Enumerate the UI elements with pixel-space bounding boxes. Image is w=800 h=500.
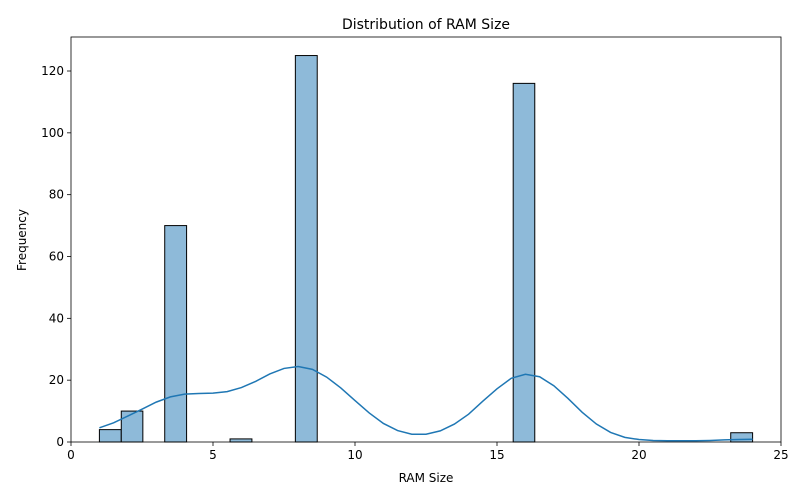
chart-title: Distribution of RAM Size xyxy=(342,17,510,33)
y-tick-label: 60 xyxy=(49,250,64,264)
x-tick-label: 20 xyxy=(631,448,646,462)
x-tick-label: 25 xyxy=(773,448,788,462)
x-axis-ticks: 0 5 10 15 20 25 xyxy=(67,442,789,462)
histogram-bar xyxy=(730,432,754,443)
y-axis-label: Frequency xyxy=(15,209,29,271)
y-tick-label: 80 xyxy=(49,188,64,202)
y-tick-label: 40 xyxy=(49,311,64,325)
x-axis-label: RAM Size xyxy=(399,471,454,485)
kde-curve xyxy=(99,365,753,442)
bars-group xyxy=(98,55,754,443)
y-tick-label: 120 xyxy=(41,64,64,78)
y-tick-label: 0 xyxy=(56,435,64,449)
x-tick-label: 5 xyxy=(209,448,217,462)
plot-frame xyxy=(70,36,782,443)
histogram-bar xyxy=(294,55,318,443)
x-tick-label: 10 xyxy=(347,448,362,462)
y-axis-ticks: 0 20 40 60 80 100 120 xyxy=(41,64,71,449)
histogram-bar xyxy=(512,82,536,443)
y-tick-label: 100 xyxy=(41,126,64,140)
histogram-bar xyxy=(164,225,188,443)
histogram-bar xyxy=(120,410,144,443)
x-tick-label: 0 xyxy=(67,448,75,462)
x-tick-label: 15 xyxy=(489,448,504,462)
histogram-bar xyxy=(229,438,253,443)
histogram-bar xyxy=(98,429,122,443)
y-tick-label: 20 xyxy=(49,373,64,387)
